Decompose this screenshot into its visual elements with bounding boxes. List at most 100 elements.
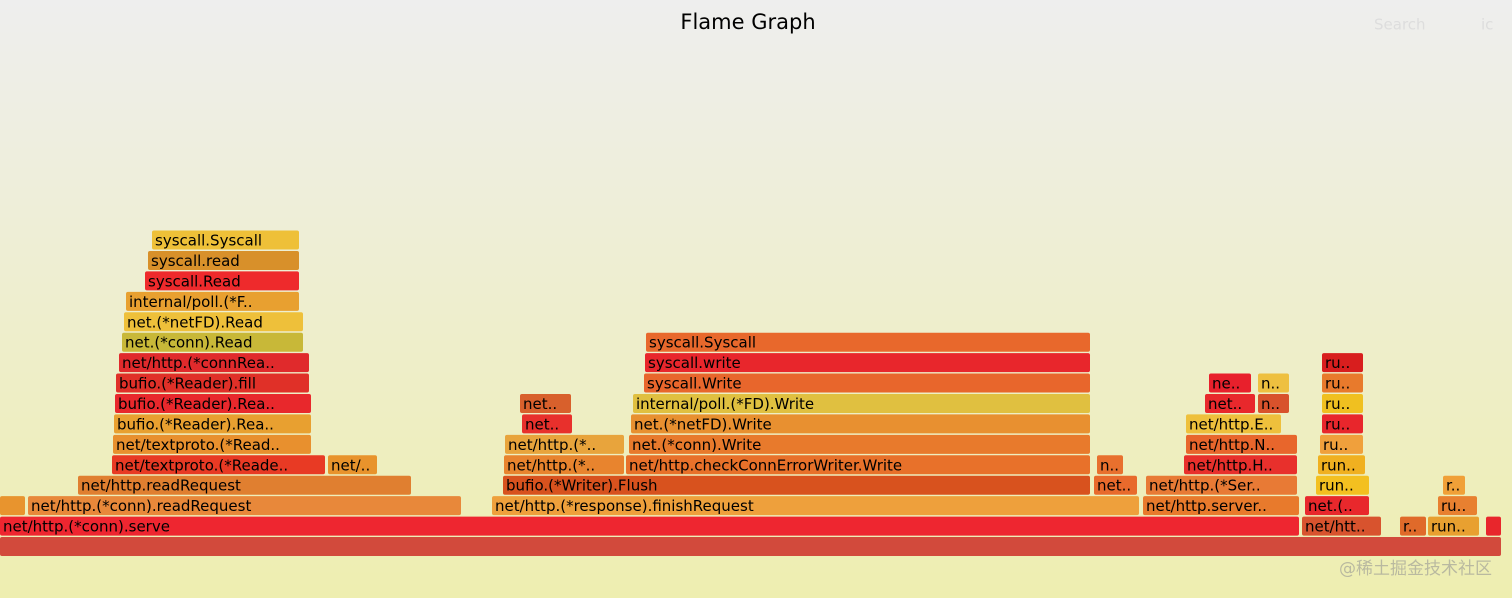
frame-bar[interactable]: [1322, 414, 1363, 434]
frame[interactable]: syscall.Write: [644, 373, 1090, 393]
frame-bar[interactable]: [0, 537, 1501, 556]
frame-bar[interactable]: [1186, 434, 1297, 454]
frame-label[interactable]: net.(*netFD).Read: [127, 313, 263, 331]
frame-bar[interactable]: [1438, 496, 1477, 516]
frame-label[interactable]: internal/poll.(*F..: [129, 293, 253, 311]
frame-label[interactable]: net/http.(*..: [508, 436, 596, 454]
frame-bar[interactable]: [1094, 475, 1137, 495]
frame[interactable]: r..: [1443, 475, 1465, 495]
frame[interactable]: syscall.Syscall: [646, 332, 1090, 352]
ignore-case-toggle[interactable]: ic: [1481, 16, 1493, 34]
frame[interactable]: net/http.readRequest: [78, 475, 411, 495]
frame[interactable]: internal/poll.(*FD).Write: [633, 393, 1090, 413]
frame-bar[interactable]: [1443, 475, 1465, 495]
frame[interactable]: net.(*conn).Read: [122, 332, 303, 352]
frame-label[interactable]: ru..: [1325, 415, 1350, 433]
frame-bar[interactable]: [633, 393, 1090, 413]
frame[interactable]: ru..: [1322, 414, 1363, 434]
frame-label[interactable]: net/http.(*conn).readRequest: [31, 497, 251, 515]
frame-bar[interactable]: [1400, 516, 1426, 536]
frame-bar[interactable]: [504, 455, 624, 475]
frame-label[interactable]: net.(*conn).Read: [125, 334, 253, 352]
frame-bar[interactable]: [522, 414, 572, 434]
frame-label[interactable]: bufio.(*Reader).Rea..: [117, 415, 274, 433]
frame-bar[interactable]: [1322, 373, 1363, 393]
frame-label[interactable]: n..: [1261, 375, 1280, 393]
frame-bar[interactable]: [78, 475, 411, 495]
frame[interactable]: net/..: [328, 455, 377, 475]
frame-bar[interactable]: [114, 414, 311, 434]
frame[interactable]: net/http.(*conn).serve: [0, 516, 1299, 536]
frame-label[interactable]: run..: [1431, 518, 1466, 536]
frame[interactable]: [1486, 516, 1501, 536]
frame-bar[interactable]: [644, 373, 1090, 393]
frame-bar[interactable]: [1258, 393, 1289, 413]
frame-bar[interactable]: [124, 312, 303, 332]
frame-bar[interactable]: [1205, 393, 1255, 413]
frame-label[interactable]: ru..: [1325, 395, 1350, 413]
frame-label[interactable]: net/http.N..: [1189, 436, 1275, 454]
frame-label[interactable]: ne..: [1212, 375, 1240, 393]
frame[interactable]: net..: [1205, 393, 1255, 413]
frame[interactable]: net/http.(*..: [505, 434, 624, 454]
frame-label[interactable]: net/textproto.(*Read..: [116, 436, 280, 454]
frame-label[interactable]: ru..: [1325, 354, 1350, 372]
frame-label[interactable]: net/http.(*conn).serve: [3, 518, 170, 536]
frame-bar[interactable]: [0, 496, 25, 516]
frame-bar[interactable]: [631, 414, 1090, 434]
frame-bar[interactable]: [328, 455, 377, 475]
frame-label[interactable]: internal/poll.(*FD).Write: [636, 395, 814, 413]
frame-label[interactable]: net/http.(*..: [507, 456, 595, 474]
frame-bar[interactable]: [492, 496, 1139, 516]
frame[interactable]: run..: [1318, 455, 1365, 475]
frame[interactable]: net/http.checkConnErrorWriter.Write: [626, 455, 1090, 475]
frame[interactable]: run..: [1316, 475, 1369, 495]
frame-label[interactable]: net/http.(*response).finishRequest: [495, 497, 754, 515]
frame-bar[interactable]: [1146, 475, 1297, 495]
frame[interactable]: net/http.(*..: [504, 455, 624, 475]
frame-bar[interactable]: [113, 434, 311, 454]
frame-bar[interactable]: [1322, 353, 1363, 373]
frame[interactable]: internal/poll.(*F..: [126, 291, 299, 311]
frame-label[interactable]: net/htt..: [1305, 518, 1365, 536]
frame-label[interactable]: net/http.E..: [1189, 415, 1273, 433]
frame-label[interactable]: net..: [1208, 395, 1242, 413]
frame[interactable]: net..: [1094, 475, 1137, 495]
frame-label[interactable]: n..: [1261, 395, 1280, 413]
frame-label[interactable]: net/..: [331, 456, 370, 474]
frame[interactable]: net/http.H..: [1184, 455, 1297, 475]
frame-bar[interactable]: [152, 230, 299, 250]
frame-bar[interactable]: [1143, 496, 1299, 516]
frame[interactable]: bufio.(*Reader).Rea..: [115, 393, 311, 413]
frame-label[interactable]: syscall.Syscall: [649, 334, 756, 352]
frame-label[interactable]: net/http.(*Ser..: [1149, 477, 1261, 495]
frame-bar[interactable]: [626, 455, 1090, 475]
frame[interactable]: syscall.Read: [145, 271, 299, 291]
frame[interactable]: net.(*netFD).Read: [124, 312, 303, 332]
frame[interactable]: ru..: [1322, 353, 1363, 373]
frame-bar[interactable]: [1428, 516, 1479, 536]
frame[interactable]: syscall.Syscall: [152, 230, 299, 250]
frame-bar[interactable]: [115, 393, 311, 413]
frame[interactable]: bufio.(*Writer).Flush: [503, 475, 1090, 495]
frame-label[interactable]: n..: [1100, 456, 1119, 474]
frame-bar[interactable]: [1318, 455, 1365, 475]
frame-bar[interactable]: [505, 434, 624, 454]
frame[interactable]: n..: [1258, 393, 1289, 413]
frame-label[interactable]: bufio.(*Writer).Flush: [506, 477, 658, 495]
frame-bar[interactable]: [645, 353, 1090, 373]
frame[interactable]: net/http.(*response).finishRequest: [492, 496, 1139, 516]
frame[interactable]: ne..: [1209, 373, 1251, 393]
frame-label[interactable]: bufio.(*Reader).Rea..: [118, 395, 275, 413]
frame-bar[interactable]: [1486, 516, 1501, 536]
frame-bar[interactable]: [520, 393, 571, 413]
frame[interactable]: net..: [520, 393, 571, 413]
frame[interactable]: net.(..: [1305, 496, 1369, 516]
frame-label[interactable]: net/http.H..: [1187, 456, 1273, 474]
frame[interactable]: syscall.write: [645, 353, 1090, 373]
frame-label[interactable]: syscall.Read: [148, 272, 241, 290]
frame[interactable]: n..: [1097, 455, 1123, 475]
frame-label[interactable]: run..: [1319, 477, 1354, 495]
frame-bar[interactable]: [116, 373, 309, 393]
frame-bar[interactable]: [28, 496, 461, 516]
